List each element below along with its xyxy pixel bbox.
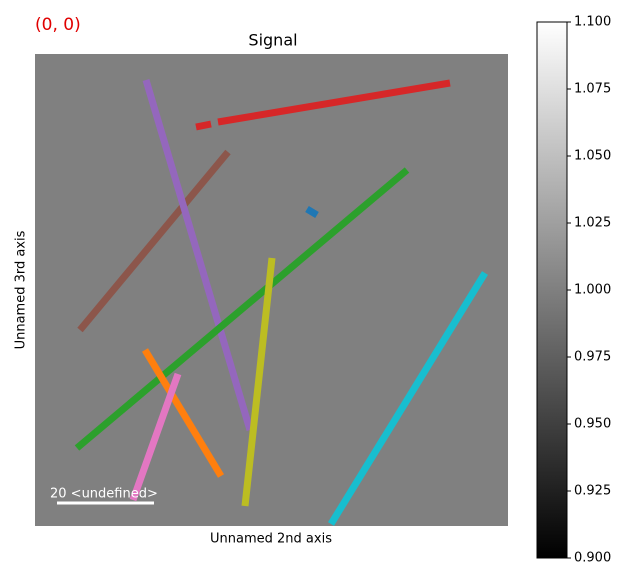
colorbar-tick-label: 1.025 <box>574 216 611 231</box>
colorbar-tick-label: 0.950 <box>574 417 611 432</box>
line-marker <box>74 167 410 451</box>
line-marker <box>129 372 182 502</box>
colorbar-tick-label: 0.900 <box>574 551 611 566</box>
colorbar-tick-label: 1.050 <box>574 149 611 164</box>
scale-bar-label: 20 <undefined> <box>50 487 158 502</box>
colorbar-tick-label: 0.975 <box>574 350 611 365</box>
corner-label: (0, 0) <box>35 15 81 35</box>
line-marker <box>142 348 224 478</box>
x-axis-label: Unnamed 2nd axis <box>210 532 332 547</box>
line-marker <box>217 79 451 126</box>
colorbar-tick-label: 0.925 <box>574 484 611 499</box>
colorbar <box>536 21 568 559</box>
line-marker <box>77 149 231 333</box>
chart-title: Signal <box>248 31 297 50</box>
markers <box>74 79 488 526</box>
line-marker <box>195 120 212 131</box>
y-axis-label: Unnamed 3rd axis <box>14 230 29 349</box>
line-marker <box>241 257 276 507</box>
line-marker <box>142 79 254 431</box>
colorbar-tick-label: 1.000 <box>574 283 611 298</box>
line-marker <box>328 271 488 526</box>
colorbar-tick-label: 1.075 <box>574 82 611 97</box>
colorbar-tick-label: 1.100 <box>574 15 611 30</box>
line-marker <box>305 205 319 219</box>
